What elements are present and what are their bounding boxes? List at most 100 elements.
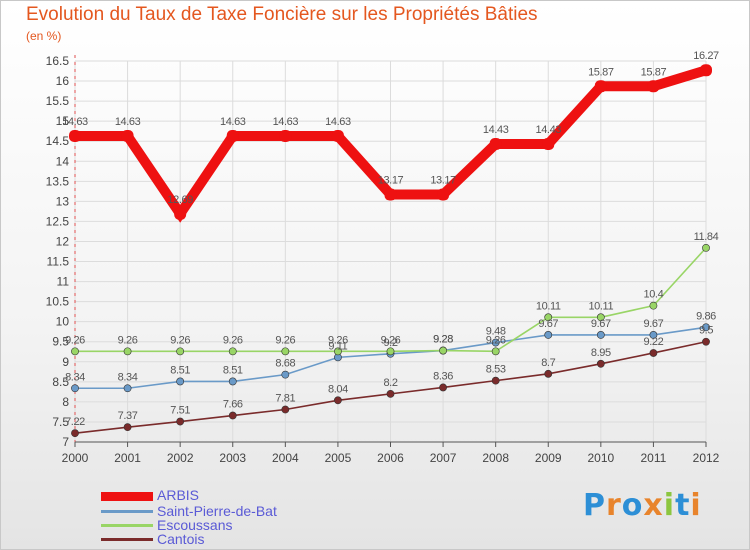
legend-label-cantois: Cantois xyxy=(157,531,205,547)
y-tick-label: 15 xyxy=(56,114,70,128)
data-point-arbis xyxy=(279,129,292,142)
data-label-escoussans: 9.26 xyxy=(170,334,190,346)
data-label-arbis: 14.63 xyxy=(115,116,141,128)
data-point-cantois xyxy=(702,337,710,346)
data-point-escoussans xyxy=(491,347,500,356)
data-label-escoussans: 9.26 xyxy=(486,334,506,346)
data-point-escoussans xyxy=(596,313,605,322)
chart-title: Evolution du Taux de Taxe Foncière sur l… xyxy=(26,4,538,25)
legend-label-saint-pierre-de-bat: Saint-Pierre-de-Bat xyxy=(157,503,277,519)
data-label-cantois: 7.66 xyxy=(223,399,243,411)
data-label-arbis: 13.17 xyxy=(430,175,456,187)
data-point-escoussans xyxy=(123,347,132,356)
data-point-saint-pierre-de-bat xyxy=(228,377,237,386)
y-tick-label: 10 xyxy=(56,315,70,329)
data-point-arbis xyxy=(174,207,187,220)
data-point-escoussans xyxy=(386,347,395,356)
data-point-escoussans xyxy=(439,346,447,355)
data-point-cantois xyxy=(439,383,447,392)
data-point-escoussans xyxy=(176,347,185,356)
data-point-arbis xyxy=(384,188,397,201)
y-tick-label: 12 xyxy=(56,234,70,248)
data-point-arbis xyxy=(542,138,555,151)
data-point-cantois xyxy=(334,396,342,405)
logo-letter: P xyxy=(583,488,606,523)
data-label-arbis: 14.63 xyxy=(273,116,299,128)
data-label-saint-pierre-de-bat: 8.51 xyxy=(223,364,243,376)
data-label-saint-pierre-de-bat: 9.86 xyxy=(696,310,716,322)
x-tick-label: 2005 xyxy=(325,451,352,465)
data-label-arbis: 14.63 xyxy=(325,116,351,128)
series-escoussans xyxy=(71,243,710,356)
data-point-arbis xyxy=(700,64,712,77)
data-point-saint-pierre-de-bat xyxy=(491,338,500,347)
data-label-escoussans: 10.11 xyxy=(588,300,613,312)
data-label-saint-pierre-de-bat: 9.67 xyxy=(591,318,611,330)
grid-lines xyxy=(74,60,707,443)
data-point-arbis xyxy=(69,129,81,142)
data-label-arbis: 14.63 xyxy=(220,116,246,128)
data-point-arbis xyxy=(437,188,450,201)
data-point-cantois xyxy=(386,389,395,398)
data-label-saint-pierre-de-bat: 9.11 xyxy=(328,340,347,352)
data-point-arbis xyxy=(331,129,344,142)
logo-letter: t xyxy=(675,488,691,523)
data-label-cantois: 8.04 xyxy=(328,383,348,395)
data-point-cantois xyxy=(544,369,553,378)
data-label-arbis: 15.87 xyxy=(588,66,614,78)
x-tick-label: 2009 xyxy=(535,451,562,465)
legend-label-escoussans: Escoussans xyxy=(157,517,233,533)
logo-letter: x xyxy=(643,488,664,523)
y-tick-label: 9.5 xyxy=(52,335,69,349)
x-tick-label: 2007 xyxy=(430,451,457,465)
x-tick-label: 2011 xyxy=(641,451,667,465)
data-point-escoussans xyxy=(228,347,237,356)
x-tick-label: 2002 xyxy=(167,451,194,465)
data-label-cantois: 8.2 xyxy=(383,377,397,389)
data-label-escoussans: 10.4 xyxy=(644,289,664,301)
data-label-escoussans: 9.26 xyxy=(275,334,295,346)
data-label-escoussans: 9.26 xyxy=(328,334,348,346)
data-label-cantois: 7.22 xyxy=(65,416,85,428)
data-point-cantois xyxy=(649,349,658,357)
data-point-cantois xyxy=(123,423,132,432)
data-point-cantois xyxy=(491,376,500,385)
data-point-escoussans xyxy=(281,347,290,356)
y-tick-label: 13.5 xyxy=(46,174,70,188)
logo-letter: i xyxy=(690,488,702,523)
y-tick-label: 7 xyxy=(62,435,69,449)
data-labels-layer: 7.22 7.37 7.51 7.66 7.81 8.04 8.2 8.36 8.53 8.7 8.… xyxy=(62,50,719,428)
x-tick-label: 2012 xyxy=(693,451,720,465)
data-label-saint-pierre-de-bat: 8.34 xyxy=(118,371,138,383)
data-point-saint-pierre-de-bat xyxy=(544,331,553,339)
data-label-saint-pierre-de-bat: 8.34 xyxy=(65,371,85,383)
logo-letter: r xyxy=(606,488,622,523)
logo-letter: i xyxy=(663,488,676,523)
data-point-arbis xyxy=(594,80,607,93)
axes: 7 7.5 8 8.5 9 9.5 10 10.5 11 11.5 12 12.5 13 13.5 14 14… xyxy=(46,54,720,465)
data-label-cantois: 8.53 xyxy=(486,364,506,376)
data-point-saint-pierre-de-bat xyxy=(702,323,710,332)
x-tick-label: 2001 xyxy=(114,451,141,465)
y-tick-label: 9 xyxy=(62,355,69,369)
x-tick-label: 2003 xyxy=(219,451,246,465)
data-label-arbis: 15.87 xyxy=(641,66,667,78)
data-label-saint-pierre-de-bat: 8.68 xyxy=(275,358,295,370)
data-label-cantois: 8.36 xyxy=(433,370,453,382)
data-point-saint-pierre-de-bat xyxy=(123,384,132,393)
y-unit-label: (en %) xyxy=(26,29,62,43)
data-label-arbis: 14.63 xyxy=(62,116,88,128)
y-tick-label: 8 xyxy=(62,395,69,409)
y-tick-label: 14.5 xyxy=(46,134,70,148)
data-label-arbis: 14.43 xyxy=(535,124,561,136)
logo-letter: o xyxy=(621,488,644,523)
y-tick-label: 11 xyxy=(57,275,70,289)
data-point-saint-pierre-de-bat xyxy=(649,331,658,339)
data-label-escoussans: 9.26 xyxy=(381,334,401,346)
x-tick-label: 2006 xyxy=(377,451,404,465)
data-point-escoussans xyxy=(544,313,553,322)
legend-swatch-saint-pierre-de-bat xyxy=(101,510,153,513)
data-point-saint-pierre-de-bat xyxy=(596,331,605,339)
y-tick-label: 13 xyxy=(56,194,70,208)
